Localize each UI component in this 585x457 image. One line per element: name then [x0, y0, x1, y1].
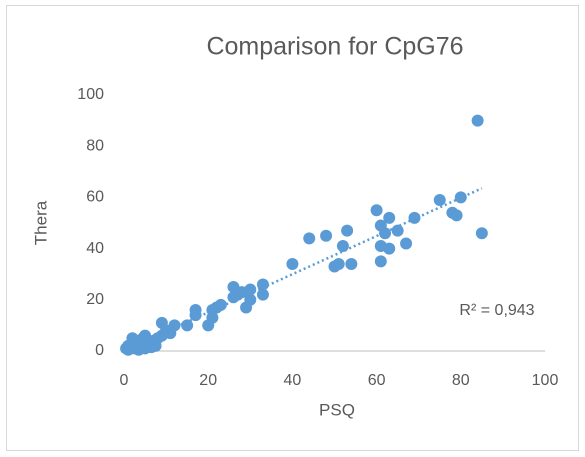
- x-tick-label: 60: [368, 372, 386, 389]
- point: [244, 293, 257, 306]
- point: [391, 224, 404, 237]
- point: [168, 319, 181, 332]
- y-tick-label: 0: [95, 342, 104, 359]
- x-tick-label: 80: [452, 372, 470, 389]
- point: [374, 255, 387, 268]
- point: [181, 319, 194, 332]
- point: [383, 242, 396, 255]
- x-tick-label: 20: [199, 372, 217, 389]
- y-axis-label: Thera: [31, 200, 50, 245]
- y-tick-label: 80: [86, 137, 104, 154]
- point: [471, 114, 484, 127]
- point: [286, 257, 299, 270]
- point: [256, 288, 269, 301]
- point: [408, 211, 421, 224]
- point: [189, 309, 202, 322]
- x-tick-label: 0: [120, 372, 129, 389]
- point: [383, 211, 396, 224]
- point: [320, 229, 333, 242]
- point: [475, 227, 488, 240]
- point: [256, 278, 269, 291]
- point: [370, 204, 383, 217]
- y-tick-label: 60: [86, 189, 104, 206]
- point: [336, 240, 349, 253]
- point: [244, 283, 257, 296]
- chart-title: Comparison for CpG76: [206, 33, 463, 61]
- point: [303, 232, 316, 245]
- point: [400, 237, 413, 250]
- point: [341, 224, 354, 237]
- y-tick-label: 40: [86, 240, 104, 257]
- point: [450, 209, 463, 222]
- x-tick-label: 40: [284, 372, 302, 389]
- point: [454, 191, 467, 204]
- point: [433, 193, 446, 206]
- x-tick-label: 100: [532, 372, 559, 389]
- point: [379, 227, 392, 240]
- point: [214, 298, 227, 311]
- annotation: R² = 0,943: [459, 302, 534, 319]
- y-tick-label: 100: [77, 86, 104, 103]
- point: [345, 257, 358, 270]
- point: [332, 257, 345, 270]
- y-tick-label: 20: [86, 291, 104, 308]
- x-axis-label: PSQ: [319, 400, 355, 419]
